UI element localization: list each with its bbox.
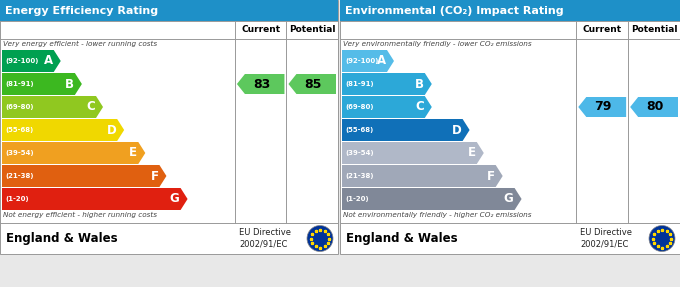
Text: (69-80): (69-80)	[5, 104, 33, 110]
Polygon shape	[288, 74, 336, 94]
Text: C: C	[415, 100, 424, 113]
Bar	[0, 0, 338, 254]
Text: Current: Current	[241, 26, 280, 34]
Text: EU Directive
2002/91/EC: EU Directive 2002/91/EC	[239, 228, 291, 249]
Text: Environmental (CO₂) Impact Rating: Environmental (CO₂) Impact Rating	[345, 5, 564, 15]
Polygon shape	[630, 97, 678, 117]
Bar	[340, 0, 680, 21]
Text: (55-68): (55-68)	[345, 127, 373, 133]
Polygon shape	[342, 96, 432, 118]
Text: (21-38): (21-38)	[345, 173, 373, 179]
Bar	[0, 0, 338, 21]
Polygon shape	[2, 165, 167, 187]
Text: B: B	[65, 77, 74, 90]
Text: 85: 85	[305, 77, 322, 90]
Polygon shape	[237, 74, 284, 94]
Text: G: G	[504, 193, 513, 205]
Text: 80: 80	[647, 100, 664, 113]
Text: (81-91): (81-91)	[5, 81, 33, 87]
Polygon shape	[2, 50, 61, 72]
Text: Not energy efficient - higher running costs: Not energy efficient - higher running co…	[3, 212, 157, 218]
Text: (92-100): (92-100)	[5, 58, 38, 64]
Text: EU Directive
2002/91/EC: EU Directive 2002/91/EC	[580, 228, 632, 249]
Text: Current: Current	[583, 26, 622, 34]
Text: E: E	[468, 146, 476, 160]
Text: D: D	[452, 123, 462, 137]
Polygon shape	[2, 188, 188, 210]
Polygon shape	[2, 73, 82, 95]
Text: Energy Efficiency Rating: Energy Efficiency Rating	[5, 5, 158, 15]
Polygon shape	[342, 188, 522, 210]
Polygon shape	[342, 50, 394, 72]
Polygon shape	[342, 142, 483, 164]
Polygon shape	[2, 119, 124, 141]
Text: Not environmentally friendly - higher CO₂ emissions: Not environmentally friendly - higher CO…	[343, 212, 532, 218]
Text: (81-91): (81-91)	[345, 81, 373, 87]
Circle shape	[307, 226, 333, 251]
Text: Potential: Potential	[631, 26, 677, 34]
Polygon shape	[2, 96, 103, 118]
Polygon shape	[342, 165, 503, 187]
Text: Very environmentally friendly - lower CO₂ emissions: Very environmentally friendly - lower CO…	[343, 41, 532, 47]
Text: (69-80): (69-80)	[345, 104, 373, 110]
Text: F: F	[487, 170, 494, 183]
Text: 83: 83	[253, 77, 271, 90]
Text: (21-38): (21-38)	[5, 173, 33, 179]
Text: C: C	[86, 100, 95, 113]
Text: 79: 79	[594, 100, 612, 113]
Text: B: B	[415, 77, 424, 90]
Text: E: E	[129, 146, 137, 160]
Text: D: D	[106, 123, 116, 137]
Polygon shape	[2, 142, 146, 164]
Bar	[340, 0, 680, 254]
Text: (92-100): (92-100)	[345, 58, 378, 64]
Polygon shape	[342, 73, 432, 95]
Text: England & Wales: England & Wales	[6, 232, 118, 245]
Polygon shape	[578, 97, 626, 117]
Polygon shape	[342, 119, 470, 141]
Text: (39-54): (39-54)	[345, 150, 373, 156]
Circle shape	[649, 226, 675, 251]
Text: (39-54): (39-54)	[5, 150, 33, 156]
Text: A: A	[377, 55, 386, 67]
Text: A: A	[44, 55, 53, 67]
Text: England & Wales: England & Wales	[346, 232, 458, 245]
Text: Very energy efficient - lower running costs: Very energy efficient - lower running co…	[3, 41, 157, 47]
Text: (1-20): (1-20)	[5, 196, 29, 202]
Text: (1-20): (1-20)	[345, 196, 369, 202]
Text: (55-68): (55-68)	[5, 127, 33, 133]
Text: Potential: Potential	[289, 26, 335, 34]
Text: F: F	[150, 170, 158, 183]
Text: G: G	[170, 193, 180, 205]
